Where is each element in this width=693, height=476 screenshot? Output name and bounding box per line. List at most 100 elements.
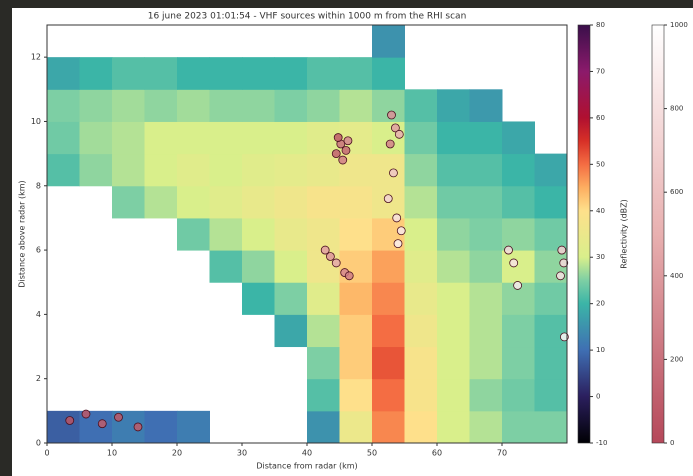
colorbar-tick-label: 800 [670, 105, 683, 113]
reflectivity-cell [307, 186, 340, 219]
y-tick-label: 4 [36, 310, 41, 319]
reflectivity-cell [145, 154, 178, 187]
x-tick-label: 70 [497, 449, 507, 458]
x-tick-label: 50 [367, 449, 377, 458]
reflectivity-cell [340, 411, 373, 444]
vhf-source [98, 420, 106, 428]
reflectivity-cell [470, 121, 503, 154]
reflectivity-cell [372, 25, 405, 58]
reflectivity-cell [177, 411, 210, 444]
reflectivity-cell [177, 121, 210, 154]
colorbar-tick-label: 1000 [670, 21, 688, 29]
vhf-source [386, 140, 394, 148]
reflectivity-cell [340, 89, 373, 122]
reflectivity-cell [177, 154, 210, 187]
vhf-source [394, 240, 402, 248]
reflectivity-cell [177, 218, 210, 251]
colorbar [652, 25, 664, 443]
colorbar-label: Reflectivity (dBZ) [620, 199, 629, 269]
reflectivity-cell [502, 121, 535, 154]
reflectivity-cell [80, 57, 113, 90]
colorbar-tick-label: 40 [596, 207, 605, 215]
reflectivity-cell [145, 411, 178, 444]
reflectivity-cell [372, 57, 405, 90]
reflectivity-cell [502, 379, 535, 412]
reflectivity-cell [112, 121, 145, 154]
page: 16 june 2023 01:01:54 - VHF sources with… [0, 0, 693, 476]
reflectivity-cell [502, 186, 535, 219]
colorbar-tick-label: 0 [670, 439, 674, 447]
colorbar-tick-label: 30 [596, 253, 605, 261]
reflectivity-cell [275, 250, 308, 283]
reflectivity-cell [535, 186, 568, 219]
reflectivity-cell [340, 314, 373, 347]
reflectivity-cell [47, 121, 80, 154]
colorbar-tick-label: 60 [596, 114, 605, 122]
reflectivity-cell [535, 379, 568, 412]
vhf-source [397, 227, 405, 235]
x-tick-label: 40 [302, 449, 312, 458]
vhf-source [332, 259, 340, 267]
reflectivity-cell [470, 218, 503, 251]
reflectivity-cell [437, 121, 470, 154]
reflectivity-cell [372, 250, 405, 283]
reflectivity-cell [405, 282, 438, 315]
reflectivity-cell [242, 282, 275, 315]
reflectivity-cell [275, 218, 308, 251]
reflectivity-cell [242, 218, 275, 251]
reflectivity-cell [307, 379, 340, 412]
x-axis-label: Distance from radar (km) [256, 462, 357, 471]
y-axis-label: Distance above radar (km) [18, 180, 27, 287]
reflectivity-cell [437, 154, 470, 187]
reflectivity-cell [145, 89, 178, 122]
x-tick-label: 20 [172, 449, 182, 458]
reflectivity-cell [405, 411, 438, 444]
vhf-source [334, 134, 342, 142]
reflectivity-cell [307, 282, 340, 315]
reflectivity-cell [470, 154, 503, 187]
reflectivity-cell [437, 218, 470, 251]
colorbar-tick-label: 20 [596, 300, 605, 308]
reflectivity-cell [340, 379, 373, 412]
reflectivity-cell [340, 347, 373, 380]
vhf-source [339, 156, 347, 164]
vhf-source [557, 272, 565, 280]
colorbar-tick-label: 50 [596, 160, 605, 168]
reflectivity-cell [405, 347, 438, 380]
vhf-source [66, 416, 74, 424]
reflectivity-cell [275, 154, 308, 187]
reflectivity-cell [372, 154, 405, 187]
reflectivity-cell [372, 411, 405, 444]
reflectivity-cell [242, 250, 275, 283]
reflectivity-cell [405, 314, 438, 347]
reflectivity-cell [405, 250, 438, 283]
vhf-source [115, 413, 123, 421]
reflectivity-cell [470, 186, 503, 219]
reflectivity-cell [177, 57, 210, 90]
reflectivity-cell [502, 411, 535, 444]
reflectivity-cell [275, 314, 308, 347]
reflectivity-cell [80, 154, 113, 187]
reflectivity-cell [372, 347, 405, 380]
reflectivity-cell [210, 57, 243, 90]
x-tick-label: 0 [44, 449, 49, 458]
reflectivity-cell [210, 121, 243, 154]
reflectivity-cell [210, 154, 243, 187]
reflectivity-cell [177, 186, 210, 219]
reflectivity-cell [47, 411, 80, 444]
vhf-source [393, 214, 401, 222]
reflectivity-cell [275, 89, 308, 122]
vhf-source [389, 169, 397, 177]
reflectivity-cell [307, 218, 340, 251]
reflectivity-cell [405, 121, 438, 154]
colorbar-tick-label: 70 [596, 67, 605, 75]
reflectivity-cell [437, 411, 470, 444]
reflectivity-cell [242, 57, 275, 90]
reflectivity-cell [307, 57, 340, 90]
reflectivity-cell [112, 57, 145, 90]
reflectivity-cell [210, 89, 243, 122]
reflectivity-cell [470, 250, 503, 283]
vhf-source [388, 111, 396, 119]
reflectivity-cell [242, 121, 275, 154]
reflectivity-cell [535, 282, 568, 315]
